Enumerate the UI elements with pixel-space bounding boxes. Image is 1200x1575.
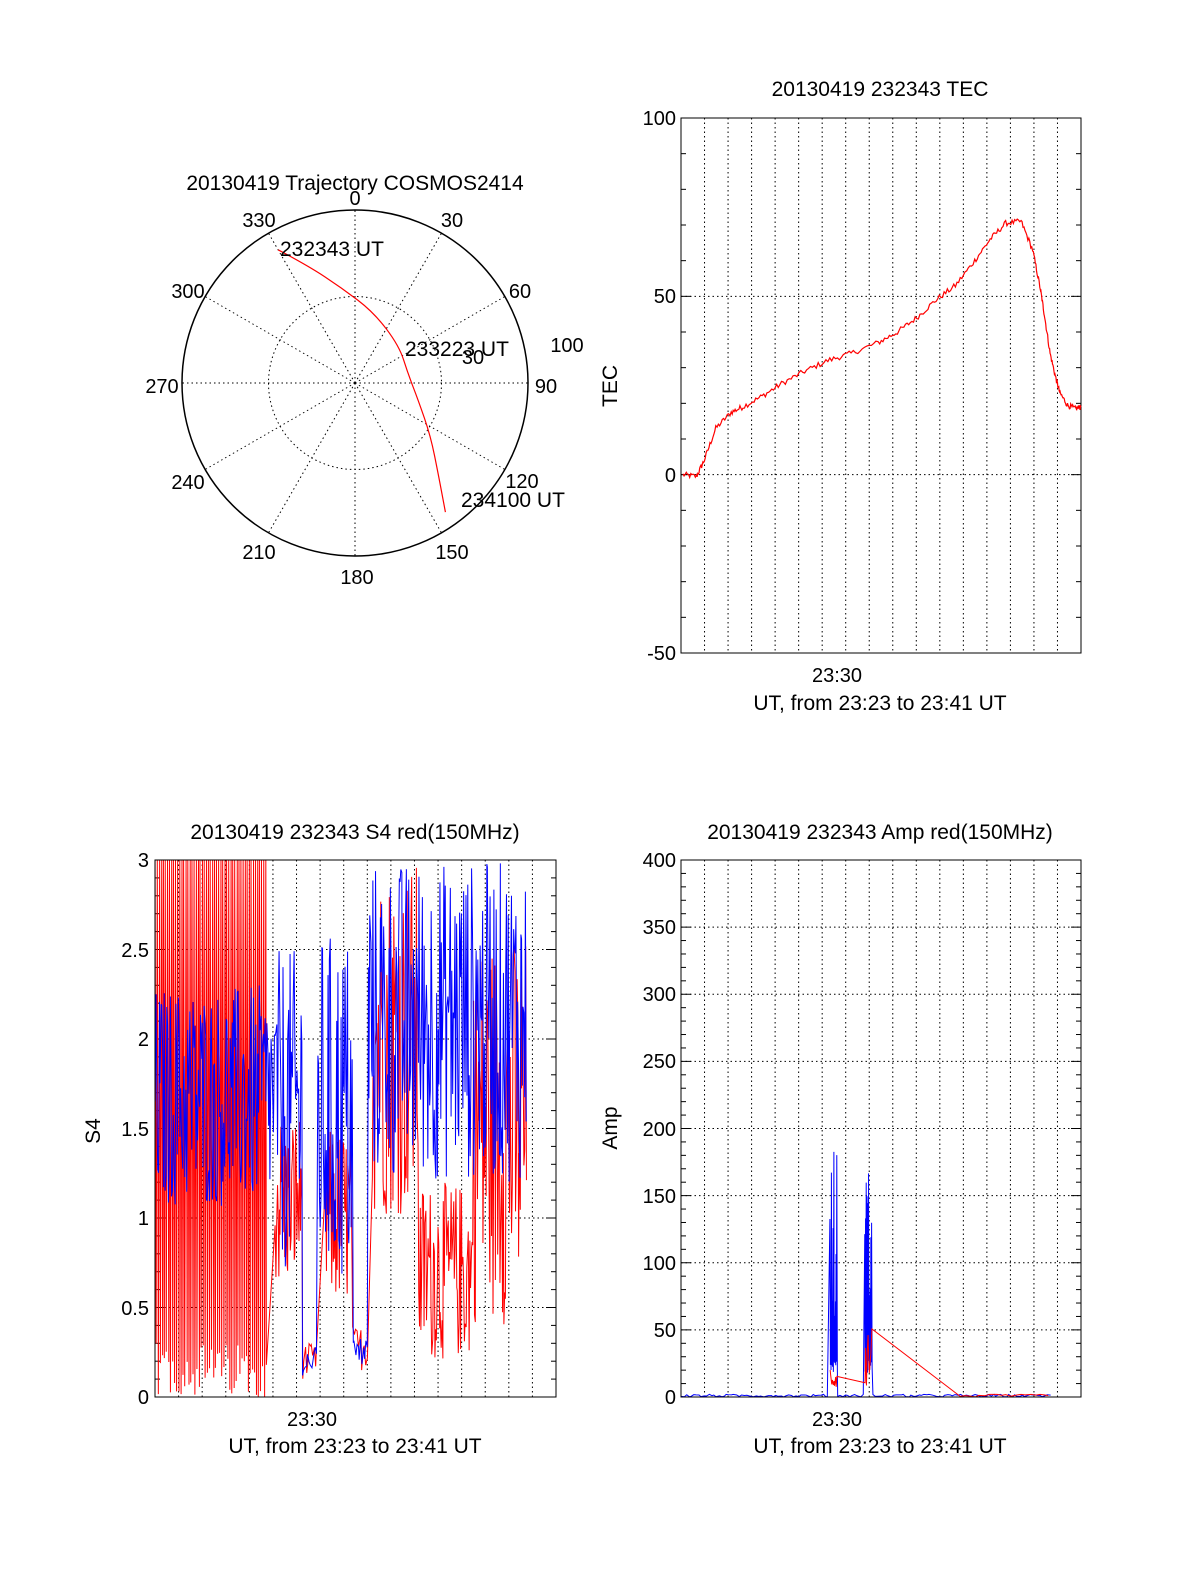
elevation-ring-label: 100 <box>550 335 583 357</box>
polar-grid <box>181 209 529 557</box>
polar-spoke <box>268 232 356 384</box>
y-tick-label: 0.5 <box>121 1298 149 1320</box>
y-tick-label: 2.5 <box>121 940 149 962</box>
y-tick-label: 50 <box>654 286 676 308</box>
polar-spoke <box>204 382 356 470</box>
amp-x-axis-label: UT, from 23:23 to 23:41 UT <box>753 1435 1006 1458</box>
amp-blue-line <box>681 1151 1051 1398</box>
y-tick-label: 0 <box>665 465 676 487</box>
s4-x-axis-label: UT, from 23:23 to 23:41 UT <box>228 1435 481 1458</box>
y-tick-label: 0 <box>665 1387 676 1409</box>
trajectory-title: 20130419 Trajectory COSMOS2414 <box>186 172 524 195</box>
amp-y-ticks: 0 50 100 150 200 250 300 350 400 <box>643 850 676 1409</box>
azimuth-label: 120 <box>505 471 538 493</box>
tec-y-axis-label: TEC <box>599 365 622 407</box>
s4-blue-line <box>154 863 527 1376</box>
azimuth-label: 60 <box>509 281 531 303</box>
s4-red-line <box>154 859 527 1397</box>
azimuth-label: 0 <box>349 188 360 210</box>
azimuth-label: 210 <box>242 542 275 564</box>
elevation-ring-label: 30 <box>462 347 484 369</box>
s4-plot-frame <box>154 859 557 1398</box>
y-tick-label: 250 <box>643 1051 676 1073</box>
tec-y-ticks: -50 0 50 100 <box>643 108 676 665</box>
amp-x-tick-label: 23:30 <box>812 1409 862 1431</box>
polar-spoke <box>354 296 506 384</box>
azimuth-label: 30 <box>441 210 463 232</box>
y-tick-label: 3 <box>138 850 149 872</box>
tec-x-axis-label: UT, from 23:23 to 23:41 UT <box>753 692 1006 715</box>
y-tick-label: 400 <box>643 850 676 872</box>
y-tick-label: -50 <box>647 643 676 665</box>
y-tick-label: 100 <box>643 108 676 130</box>
amp-y-axis-label: Amp <box>599 1106 622 1149</box>
azimuth-label: 180 <box>340 567 373 589</box>
amp-red-line <box>829 1327 1049 1398</box>
polar-spoke <box>268 382 356 534</box>
y-tick-label: 200 <box>643 1119 676 1141</box>
azimuth-label: 240 <box>171 472 204 494</box>
amp-plot-frame <box>680 859 1082 1398</box>
polar-spoke <box>354 232 442 384</box>
s4-y-axis-label: S4 <box>82 1118 105 1144</box>
y-tick-label: 0 <box>138 1387 149 1409</box>
trajectory-start-label: 232343 UT <box>280 238 384 261</box>
azimuth-label: 150 <box>435 542 468 564</box>
tec-series <box>682 218 1082 480</box>
y-tick-label: 100 <box>643 1253 676 1275</box>
azimuth-label: 270 <box>145 376 178 398</box>
amp-panel: 20130419 232343 Amp red(150MHz) 0 50 100… <box>599 821 1082 1458</box>
y-tick-label: 150 <box>643 1186 676 1208</box>
trajectory-end-label: 234100 UT <box>461 489 565 512</box>
polar-spoke <box>354 382 506 470</box>
y-tick-label: 350 <box>643 917 676 939</box>
trajectory-mid-label: 233223 UT <box>405 338 509 361</box>
s4-y-ticks: 0 0.5 1 1.5 2 2.5 3 <box>121 850 149 1409</box>
polar-spoke <box>354 382 442 534</box>
tec-x-tick-label: 23:30 <box>812 665 862 687</box>
y-tick-label: 50 <box>654 1320 676 1342</box>
amp-series <box>681 1151 1051 1398</box>
amp-title: 20130419 232343 Amp red(150MHz) <box>707 821 1053 844</box>
tec-plot-frame <box>680 117 1082 654</box>
azimuth-label: 330 <box>242 210 275 232</box>
y-tick-label: 1.5 <box>121 1119 149 1141</box>
azimuth-label: 300 <box>171 281 204 303</box>
tec-grid <box>681 117 1081 654</box>
polar-azimuth-labels: 0 30 60 90 120 150 180 210 240 270 300 3… <box>145 188 583 589</box>
tec-panel: 20130419 232343 TEC -50 0 50 100 TEC 23:… <box>599 78 1082 715</box>
y-tick-label: 1 <box>138 1208 149 1230</box>
tec-title: 20130419 232343 TEC <box>772 78 989 101</box>
azimuth-label: 90 <box>535 376 557 398</box>
polar-outer-ring <box>181 209 529 557</box>
s4-x-tick-label: 23:30 <box>287 1409 337 1431</box>
trajectory-track <box>277 249 446 513</box>
s4-series <box>154 859 527 1397</box>
s4-panel: 20130419 232343 S4 red(150MHz) 0 0.5 1 1… <box>82 821 557 1458</box>
y-tick-label: 300 <box>643 984 676 1006</box>
tec-line <box>682 218 1082 480</box>
polar-spoke <box>204 296 356 384</box>
amp-grid <box>681 859 1081 1398</box>
s4-title: 20130419 232343 S4 red(150MHz) <box>190 821 519 844</box>
trajectory-panel: 20130419 Trajectory COSMOS2414 0 30 60 9… <box>145 172 583 589</box>
y-tick-label: 2 <box>138 1029 149 1051</box>
